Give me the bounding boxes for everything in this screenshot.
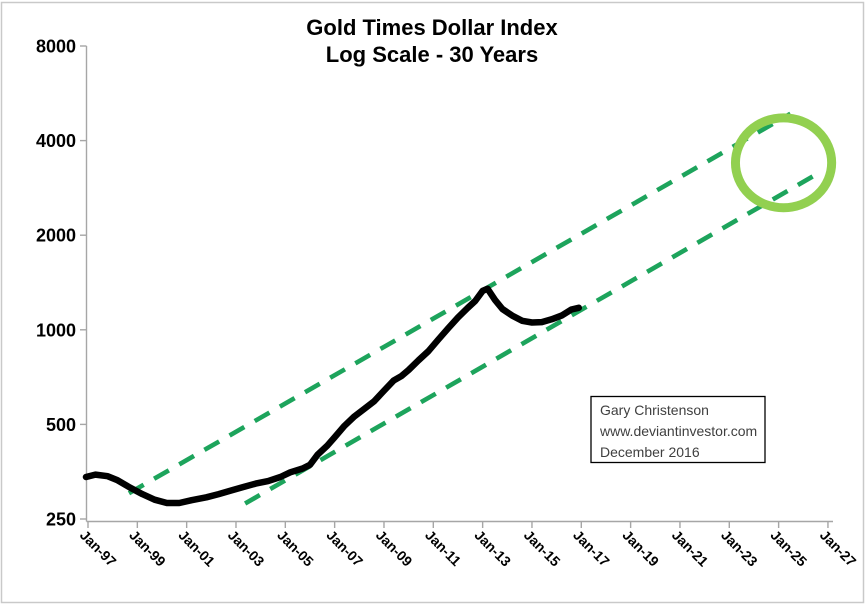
note-box-frame <box>590 395 766 464</box>
y-tick-label: 250 <box>46 510 76 530</box>
lower-trendline <box>243 169 824 506</box>
upper-trendline <box>127 111 792 496</box>
y-tick-label: 8000 <box>36 37 76 57</box>
note-box: Gary Christenson www.deviantinvestor.com… <box>590 395 766 464</box>
chart-title: Gold Times Dollar Index <box>306 15 558 40</box>
note-website: www.deviantinvestor.com <box>599 423 757 439</box>
y-tick-label: 1000 <box>36 320 76 340</box>
gtdi-series-line <box>82 285 583 507</box>
y-tick-label: 4000 <box>36 131 76 151</box>
y-tick-label: 2000 <box>36 226 76 246</box>
note-date: December 2016 <box>600 444 700 460</box>
y-tick-label: 500 <box>46 415 76 435</box>
plot-area <box>82 111 837 507</box>
target-circle-annotation <box>730 113 837 213</box>
chart-subtitle: Log Scale - 30 Years <box>326 42 538 67</box>
note-author: Gary Christenson <box>600 402 709 418</box>
